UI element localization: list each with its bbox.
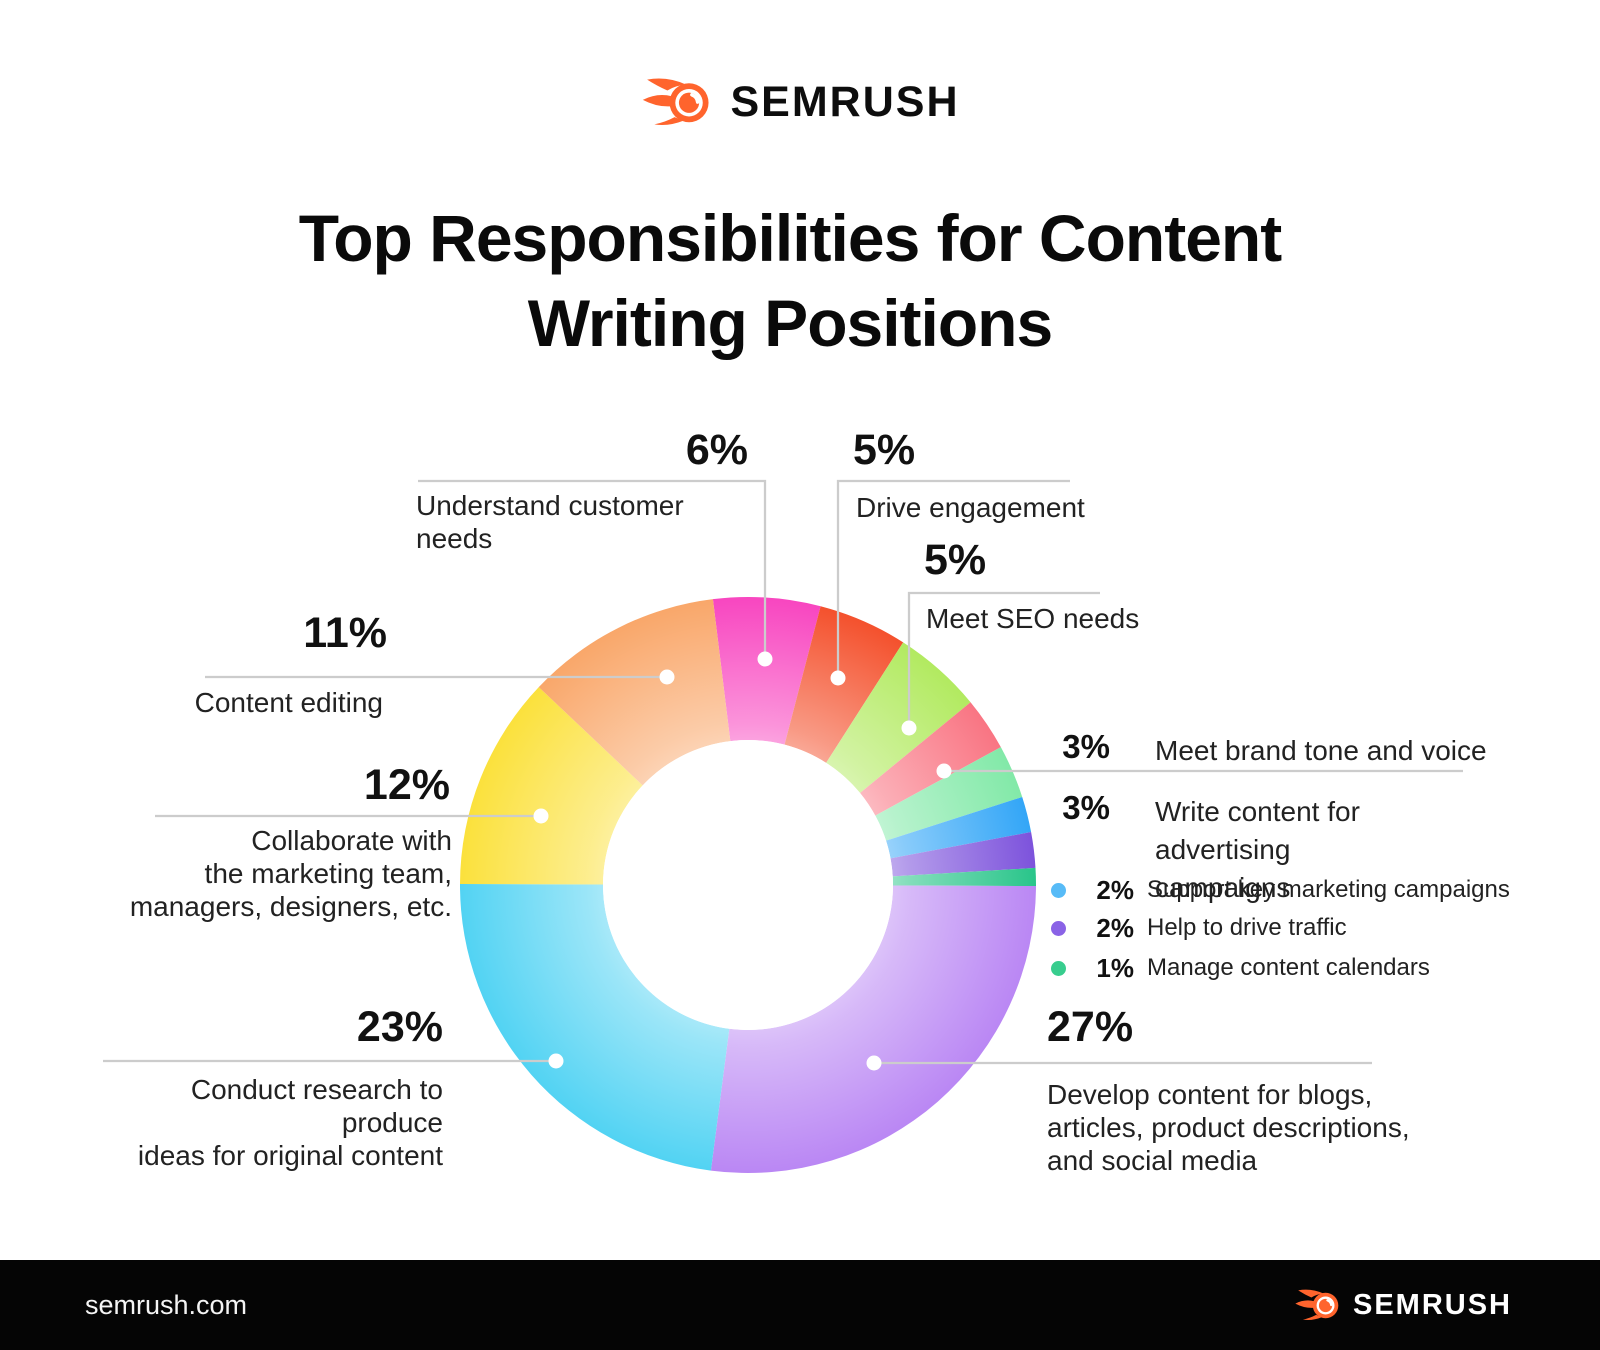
callout-seo-pct: 5% bbox=[924, 536, 987, 584]
legend-label: Support key marketing campaigns bbox=[1147, 876, 1510, 903]
semrush-logo-header: SEMRUSH bbox=[640, 76, 959, 128]
chart-dot-research bbox=[548, 1053, 564, 1069]
callout-understand-pct: 6% bbox=[685, 426, 748, 474]
callout-research-pct: 23% bbox=[356, 1003, 443, 1051]
legend-pct: 2% bbox=[1096, 912, 1134, 943]
callout-engagement-pct: 5% bbox=[853, 426, 916, 474]
chart-dot-editing bbox=[659, 669, 675, 685]
callout-collaborate-label: Collaborate with the marketing team, man… bbox=[129, 825, 452, 922]
callout-engagement-label: Drive engagement bbox=[856, 492, 1085, 523]
semrush-wordmark: SEMRUSH bbox=[730, 77, 960, 126]
callout-seo-label: Meet SEO needs bbox=[926, 603, 1140, 634]
callout-brandtone-label: Meet brand tone and voice bbox=[1155, 735, 1487, 766]
chart-dot-understand bbox=[757, 651, 773, 667]
chart-dot-collaborate bbox=[533, 808, 549, 824]
legend-dot-green bbox=[1051, 960, 1066, 976]
chart-dot-seo bbox=[901, 720, 917, 736]
legend-label: Help to drive traffic bbox=[1147, 914, 1347, 941]
leader-line-understand bbox=[418, 479, 767, 659]
chart-dot-brandtone bbox=[936, 763, 952, 779]
chart-dot-engagement bbox=[830, 670, 846, 686]
legend-item-traffic: 2% Help to drive traffic bbox=[1051, 913, 1347, 943]
semrush-wordmark: SEMRUSH bbox=[1352, 1288, 1512, 1321]
chart-dot-develop bbox=[866, 1055, 882, 1071]
callout-collaborate-pct: 12% bbox=[363, 761, 450, 809]
legend-item-support: 2% Support key marketing campaigns bbox=[1051, 875, 1510, 905]
legend-dot-purple bbox=[1051, 920, 1066, 936]
callout-advertising-pct: 3% bbox=[1062, 789, 1110, 826]
callout-develop-label: Develop content for blogs, articles, pro… bbox=[1047, 1079, 1410, 1176]
semrush-flame-icon bbox=[1294, 1288, 1342, 1322]
footer-bar: semrush.com SEMRUSH bbox=[0, 1260, 1600, 1350]
callout-research-label: Conduct research to produce ideas for or… bbox=[137, 1074, 443, 1171]
callout-editing-label: Content editing bbox=[194, 687, 383, 718]
callout-brandtone-pct: 3% bbox=[1062, 728, 1110, 765]
leader-line-seo bbox=[907, 591, 1100, 728]
chart-dots bbox=[533, 651, 952, 1071]
semrush-logo-footer: SEMRUSH bbox=[1294, 1288, 1512, 1322]
leader-lines bbox=[103, 479, 1463, 1065]
legend-label: Manage content calendars bbox=[1147, 954, 1430, 981]
footer-url: semrush.com bbox=[85, 1289, 248, 1320]
legend-item-calendars: 1% Manage content calendars bbox=[1051, 953, 1430, 983]
leader-line-engagement bbox=[836, 479, 1070, 678]
legend-pct: 2% bbox=[1096, 874, 1134, 905]
callout-develop-pct: 27% bbox=[1047, 1003, 1134, 1051]
callout-advertising-label: Write content for advertising campaigns bbox=[1155, 796, 1360, 903]
legend-dot-blue bbox=[1051, 882, 1066, 898]
legend-pct: 1% bbox=[1096, 952, 1134, 983]
callout-editing-pct: 11% bbox=[303, 609, 387, 657]
callout-understand-label: Understand customer needs bbox=[416, 490, 684, 554]
page-title: Top Responsibilities for Content Writing… bbox=[298, 201, 1282, 360]
donut-hole bbox=[603, 740, 893, 1030]
